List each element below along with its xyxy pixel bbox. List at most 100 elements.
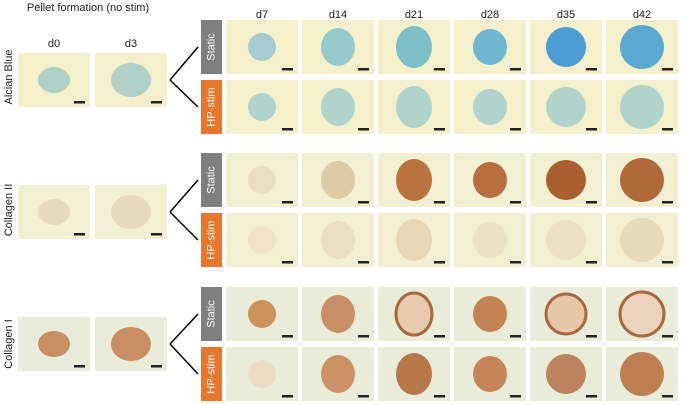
pellet [546, 87, 586, 127]
pellet [544, 292, 588, 336]
pellet [248, 166, 276, 194]
day-label: d21 [405, 9, 423, 21]
scale-bar [510, 128, 521, 131]
pellet [38, 199, 70, 225]
scale-bar [74, 101, 85, 104]
scale-bar [586, 201, 597, 204]
pellet [394, 291, 434, 337]
pellet [321, 28, 355, 66]
pellet [396, 26, 432, 68]
scale-bar [74, 233, 85, 236]
pellet [248, 93, 276, 121]
pellet [546, 354, 586, 394]
scale-bar [434, 335, 445, 338]
scale-bar [282, 128, 293, 131]
pellet [546, 160, 586, 200]
pellet [620, 218, 664, 262]
day-label: d7 [256, 9, 268, 21]
condition-label: HP-stim [205, 220, 217, 259]
pellet [321, 88, 355, 126]
arrow [169, 211, 199, 241]
scale-bar [662, 128, 673, 131]
condition-label: HP-stim [205, 87, 217, 126]
scale-bar [510, 201, 521, 204]
scale-bar [282, 201, 293, 204]
scale-bar [586, 68, 597, 71]
title: Pellet formation (no stim) [27, 2, 149, 14]
condition-box [201, 80, 222, 134]
scale-bar [662, 201, 673, 204]
condition-box [201, 153, 222, 207]
scale-bar [510, 395, 521, 398]
condition-box [201, 347, 222, 401]
condition-label: HP-stim [205, 354, 217, 393]
pellet [321, 221, 355, 259]
day-label: d35 [557, 9, 575, 21]
scale-bar [662, 68, 673, 71]
pellet [473, 356, 507, 392]
scale-bar [586, 128, 597, 131]
pellet [620, 25, 664, 69]
day-label: d28 [481, 9, 499, 21]
scale-bar [510, 261, 521, 264]
pellet [473, 162, 507, 198]
scale-bar [586, 335, 597, 338]
pellet [396, 86, 432, 128]
pellet [396, 353, 432, 395]
scale-bar [151, 233, 162, 236]
day-label: d3 [125, 38, 137, 50]
pellet [111, 195, 151, 229]
pellet [248, 33, 276, 61]
scale-bar [434, 201, 445, 204]
stain-label: Collagen I [3, 319, 15, 369]
condition-box [201, 20, 222, 74]
pellet [546, 220, 586, 260]
pellet [546, 27, 586, 67]
arrow [169, 79, 199, 108]
arrow [169, 179, 199, 213]
pellet [473, 29, 507, 65]
condition-box [201, 287, 222, 341]
arrow [169, 313, 199, 345]
scale-bar [358, 261, 369, 264]
scale-bar [358, 128, 369, 131]
scale-bar [662, 261, 673, 264]
pellet [620, 85, 664, 129]
pellet [38, 331, 70, 357]
pellet [473, 89, 507, 125]
stain-label: Alcian Blue [3, 49, 15, 104]
scale-bar [434, 68, 445, 71]
scale-bar [586, 261, 597, 264]
pellet [473, 222, 507, 258]
scale-bar [151, 101, 162, 104]
scale-bar [282, 68, 293, 71]
pellet [620, 352, 664, 396]
pellet [248, 300, 276, 328]
pellet [396, 219, 432, 261]
scale-bar [434, 128, 445, 131]
scale-bar [74, 365, 85, 368]
pellet [473, 296, 507, 332]
stain-label: Collagen II [3, 184, 15, 237]
pellet [321, 355, 355, 393]
pellet [38, 67, 70, 93]
day-label: d14 [329, 9, 347, 21]
scale-bar [662, 335, 673, 338]
scale-bar [358, 68, 369, 71]
pellet [111, 63, 151, 97]
scale-bar [434, 395, 445, 398]
scale-bar [586, 395, 597, 398]
condition-box [201, 213, 222, 267]
day-label: d0 [48, 38, 60, 50]
day-label: d42 [633, 9, 651, 21]
scale-bar [358, 395, 369, 398]
pellet [620, 158, 664, 202]
condition-label: Static [205, 166, 217, 194]
pellet [111, 327, 151, 361]
condition-label: Static [205, 33, 217, 61]
scale-bar [358, 201, 369, 204]
scale-bar [434, 261, 445, 264]
condition-label: Static [205, 300, 217, 328]
scale-bar [510, 68, 521, 71]
